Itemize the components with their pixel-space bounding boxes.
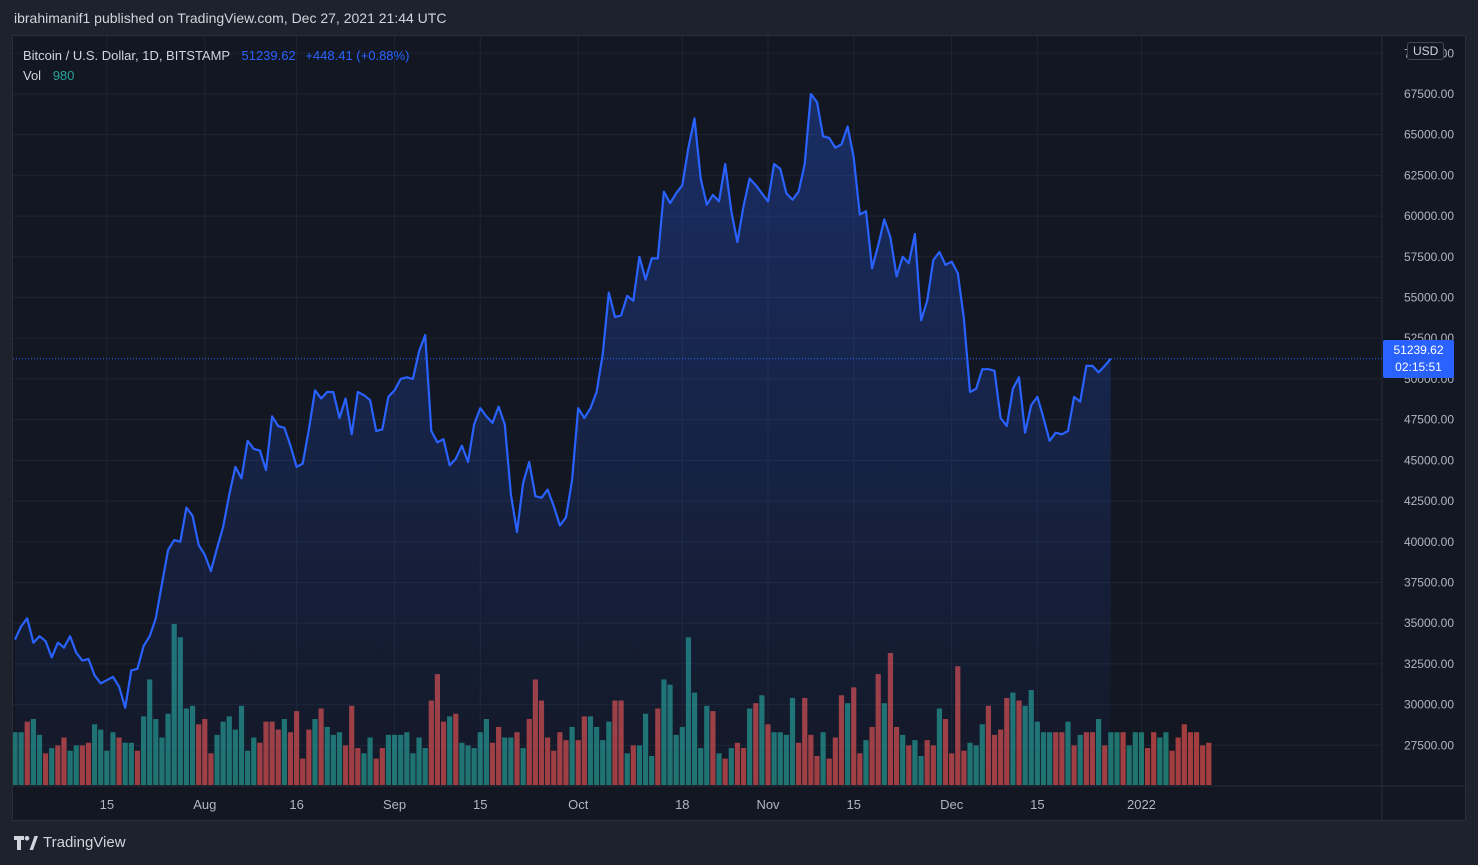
price-chart[interactable]: 27500.00 30000.00 32500.00 35000.00 37500.00… xyxy=(13,36,1465,820)
legend-price: 51239.62 xyxy=(241,48,296,63)
y-tick-label: 55000.00 xyxy=(1404,291,1454,305)
volume-bar xyxy=(1200,745,1206,785)
volume-bar xyxy=(1151,732,1157,785)
volume-bar xyxy=(1187,732,1194,785)
chart-panel[interactable]: 27500.00 30000.00 32500.00 35000.00 37500.00… xyxy=(12,35,1466,821)
y-tick-label: 65000.00 xyxy=(1404,128,1454,142)
tradingview-brand[interactable]: TradingView xyxy=(14,834,126,851)
y-tick-label: 27500.00 xyxy=(1404,738,1454,752)
publish-info: ibrahimanif1 published on TradingView.co… xyxy=(14,10,447,26)
volume-bar xyxy=(1169,750,1175,785)
x-tick-label: 15 xyxy=(1030,797,1044,812)
y-tick-label: 57500.00 xyxy=(1404,250,1454,264)
y-tick-label: 62500.00 xyxy=(1404,168,1454,182)
x-tick-label: 16 xyxy=(289,797,303,812)
y-tick-label: 60000.00 xyxy=(1404,209,1454,223)
last-price-tag: 51239.62 02:15:51 xyxy=(1383,339,1454,378)
volume-bar xyxy=(1193,732,1200,785)
x-tick-label: 15 xyxy=(100,797,114,812)
currency-button[interactable]: USD xyxy=(1407,42,1445,60)
price-line xyxy=(14,92,1112,709)
x-tick-label: Sep xyxy=(383,797,406,812)
y-tick-label: 45000.00 xyxy=(1404,453,1454,467)
symbol-title[interactable]: Bitcoin / U.S. Dollar, 1D, BITSTAMP xyxy=(23,48,230,63)
volume-bar xyxy=(1138,732,1145,785)
volume-label[interactable]: Vol xyxy=(23,68,42,83)
y-tick-label: 47500.00 xyxy=(1404,413,1454,427)
volume-bar xyxy=(1157,737,1163,785)
x-tick-label: Aug xyxy=(193,797,216,812)
volume-bar xyxy=(1132,732,1138,785)
last-price-value: 51239.62 xyxy=(1393,342,1444,357)
y-tick-label: 42500.00 xyxy=(1404,494,1454,508)
y-tick-label: 30000.00 xyxy=(1404,698,1454,712)
x-tick-label: 15 xyxy=(473,797,487,812)
volume-value: 980 xyxy=(52,68,75,83)
bar-countdown: 02:15:51 xyxy=(1395,359,1442,374)
volume-bar xyxy=(1181,724,1187,785)
x-tick-label: Dec xyxy=(940,797,964,812)
volume-bar xyxy=(1114,732,1120,785)
x-tick-label: 18 xyxy=(675,797,689,812)
volume-bar xyxy=(1175,737,1181,785)
tradingview-logo-icon xyxy=(14,835,38,850)
y-tick-label: 67500.00 xyxy=(1404,87,1454,101)
volume-bar xyxy=(1108,732,1114,785)
volume-bar xyxy=(1126,745,1132,785)
brand-name: TradingView xyxy=(43,834,126,851)
x-tick-label: 2022 xyxy=(1127,797,1156,812)
price-area-fill xyxy=(15,94,1111,785)
y-tick-label: 40000.00 xyxy=(1404,535,1454,549)
x-tick-label: 15 xyxy=(846,797,860,812)
x-tick-label: Oct xyxy=(568,797,589,812)
volume-bar xyxy=(1120,732,1126,785)
volume-bar xyxy=(1144,748,1151,785)
chart-legend: Bitcoin / U.S. Dollar, 1D, BITSTAMP 5123… xyxy=(23,46,409,86)
legend-change: +448.41 (+0.88%) xyxy=(305,48,410,63)
y-tick-label: 32500.00 xyxy=(1404,657,1454,671)
volume-bar xyxy=(1163,732,1169,785)
x-tick-label: Nov xyxy=(756,797,780,812)
y-tick-label: 35000.00 xyxy=(1404,616,1454,630)
y-tick-label: 37500.00 xyxy=(1404,575,1454,589)
volume-bar xyxy=(1206,742,1212,785)
